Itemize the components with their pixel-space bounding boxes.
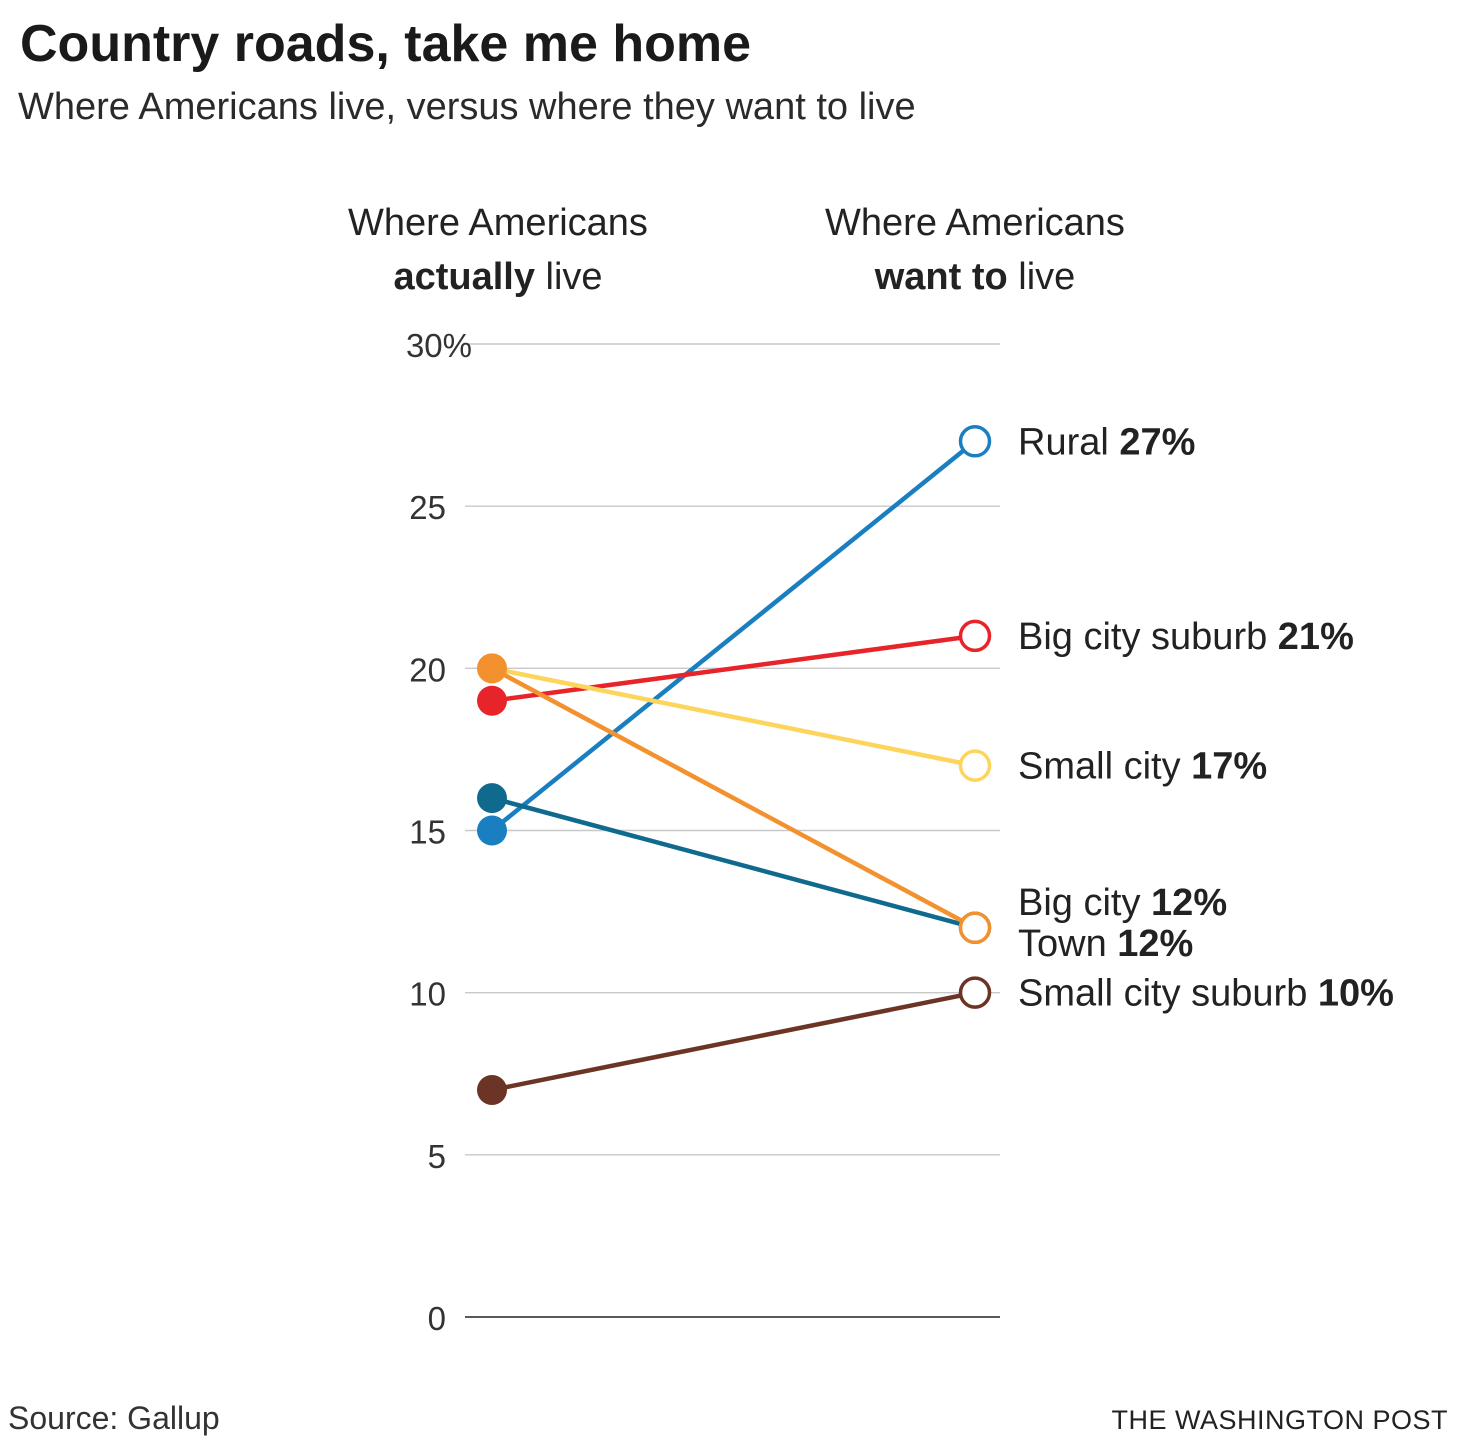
- series-label-small-city-suburb: Small city suburb 10%: [1018, 973, 1394, 1015]
- column-header-actual-line1: Where Americans: [348, 202, 648, 244]
- series-label-big-city-suburb: Big city suburb 21%: [1018, 616, 1354, 658]
- point-actual-small-city-suburb: [477, 1074, 507, 1105]
- column-header-desired: Where Americans want to live: [765, 196, 1185, 304]
- series-points: [477, 425, 992, 1105]
- series-label-name: Small city suburb: [1018, 973, 1318, 1015]
- point-desired-small-city: [958, 749, 992, 782]
- gridlines: [465, 343, 1000, 1318]
- series-label-name: Town: [1018, 923, 1117, 965]
- column-header-desired-line1: Where Americans: [825, 202, 1125, 244]
- series-label-name: Small city: [1018, 746, 1191, 788]
- point-desired-small-city-suburb: [958, 976, 992, 1009]
- series-label-name: Rural: [1018, 421, 1119, 463]
- series-label-big-city: Big city 12%: [1018, 882, 1227, 924]
- point-desired-rural: [958, 425, 992, 458]
- y-tick-label: 15: [409, 814, 446, 851]
- y-tick-label: 20: [409, 651, 446, 688]
- series-label-rural: Rural 27%: [1018, 421, 1195, 463]
- series-label-value: 10%: [1318, 973, 1394, 1015]
- column-header-desired-bold: want to: [874, 256, 1008, 298]
- column-header-actual: Where Americans actually live: [288, 196, 708, 304]
- series-labels: Rural 27% Big city suburb 21% Small city 1…: [1018, 421, 1394, 1014]
- y-tick-label: 25: [409, 489, 446, 526]
- series-line-rural: [489, 439, 978, 833]
- point-actual-rural: [477, 815, 507, 846]
- series-line-big-city: [489, 795, 978, 931]
- point-actual-big-city-suburb: [477, 685, 507, 716]
- point-desired-big-city-suburb: [958, 619, 992, 653]
- point-actual-big-city: [477, 783, 507, 814]
- column-header-actual-rest: live: [534, 256, 603, 298]
- point-actual-town: [477, 653, 507, 684]
- series-label-value: 12%: [1151, 882, 1227, 924]
- y-axis-ticks: 0 5 10 15 20 25 30%: [406, 327, 472, 1337]
- y-tick-label: 5: [428, 1138, 446, 1175]
- series-line-small-city: [489, 666, 978, 768]
- series-line-small-city-suburb: [489, 990, 978, 1093]
- series-line-big-city-suburb: [489, 633, 978, 704]
- series-label-town: Town 12%: [1018, 923, 1193, 965]
- series-line-town: [489, 666, 978, 931]
- column-header-actual-bold: actually: [393, 256, 535, 298]
- y-tick-label: 30%: [406, 327, 472, 364]
- series-lines: [489, 439, 978, 1093]
- chart-title: Country roads, take me home: [20, 15, 752, 73]
- point-desired-town: [958, 911, 992, 945]
- series-label-value: 27%: [1119, 421, 1195, 463]
- publisher-credit: THE WASHINGTON POST: [1111, 1405, 1448, 1435]
- series-label-name: Big city suburb: [1018, 616, 1278, 658]
- column-header-desired-rest: live: [1007, 256, 1076, 298]
- series-label-value: 12%: [1117, 923, 1193, 965]
- y-tick-label: 10: [409, 976, 446, 1013]
- series-label-small-city: Small city 17%: [1018, 746, 1267, 788]
- series-label-value: 17%: [1191, 746, 1267, 788]
- chart-subtitle: Where Americans live, versus where they …: [18, 86, 916, 128]
- series-label-name: Big city: [1018, 882, 1151, 924]
- series-label-value: 21%: [1278, 616, 1354, 658]
- y-tick-label: 0: [428, 1300, 446, 1337]
- source-note: Source: Gallup: [8, 1400, 220, 1436]
